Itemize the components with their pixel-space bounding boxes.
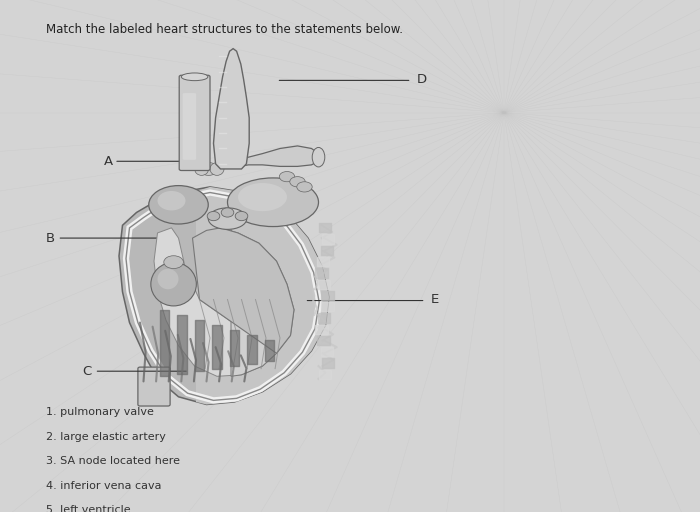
FancyBboxPatch shape xyxy=(183,93,196,160)
Ellipse shape xyxy=(221,208,234,217)
Ellipse shape xyxy=(210,163,224,175)
Text: 4. inferior vena cava: 4. inferior vena cava xyxy=(46,481,161,491)
Text: D: D xyxy=(416,73,426,86)
Ellipse shape xyxy=(164,256,183,268)
Ellipse shape xyxy=(228,178,318,226)
Ellipse shape xyxy=(235,211,248,221)
Text: B: B xyxy=(46,231,55,245)
Text: 5. left ventricle: 5. left ventricle xyxy=(46,505,130,512)
Text: 2. large elastic artery: 2. large elastic artery xyxy=(46,432,165,442)
Ellipse shape xyxy=(207,211,220,221)
Polygon shape xyxy=(119,187,329,404)
Text: 1. pulmonary valve: 1. pulmonary valve xyxy=(46,407,153,417)
Ellipse shape xyxy=(238,183,287,211)
Ellipse shape xyxy=(279,172,295,182)
Polygon shape xyxy=(220,228,294,376)
Ellipse shape xyxy=(181,73,208,80)
Text: C: C xyxy=(83,365,92,378)
Ellipse shape xyxy=(158,269,178,289)
Ellipse shape xyxy=(195,163,209,175)
FancyBboxPatch shape xyxy=(179,75,210,170)
Polygon shape xyxy=(239,146,318,166)
Polygon shape xyxy=(193,228,294,353)
Ellipse shape xyxy=(158,191,186,210)
Text: Match the labeled heart structures to the statements below.: Match the labeled heart structures to th… xyxy=(46,23,402,36)
Ellipse shape xyxy=(312,147,325,167)
Ellipse shape xyxy=(151,262,196,306)
Text: 3. SA node located here: 3. SA node located here xyxy=(46,456,179,466)
Ellipse shape xyxy=(148,186,209,224)
Polygon shape xyxy=(154,228,276,376)
Ellipse shape xyxy=(209,208,246,229)
Polygon shape xyxy=(214,49,249,169)
Text: A: A xyxy=(104,155,113,168)
Text: E: E xyxy=(430,293,439,306)
Polygon shape xyxy=(196,187,329,404)
Ellipse shape xyxy=(297,182,312,192)
FancyBboxPatch shape xyxy=(138,367,170,406)
Ellipse shape xyxy=(290,177,305,187)
Ellipse shape xyxy=(199,163,218,175)
